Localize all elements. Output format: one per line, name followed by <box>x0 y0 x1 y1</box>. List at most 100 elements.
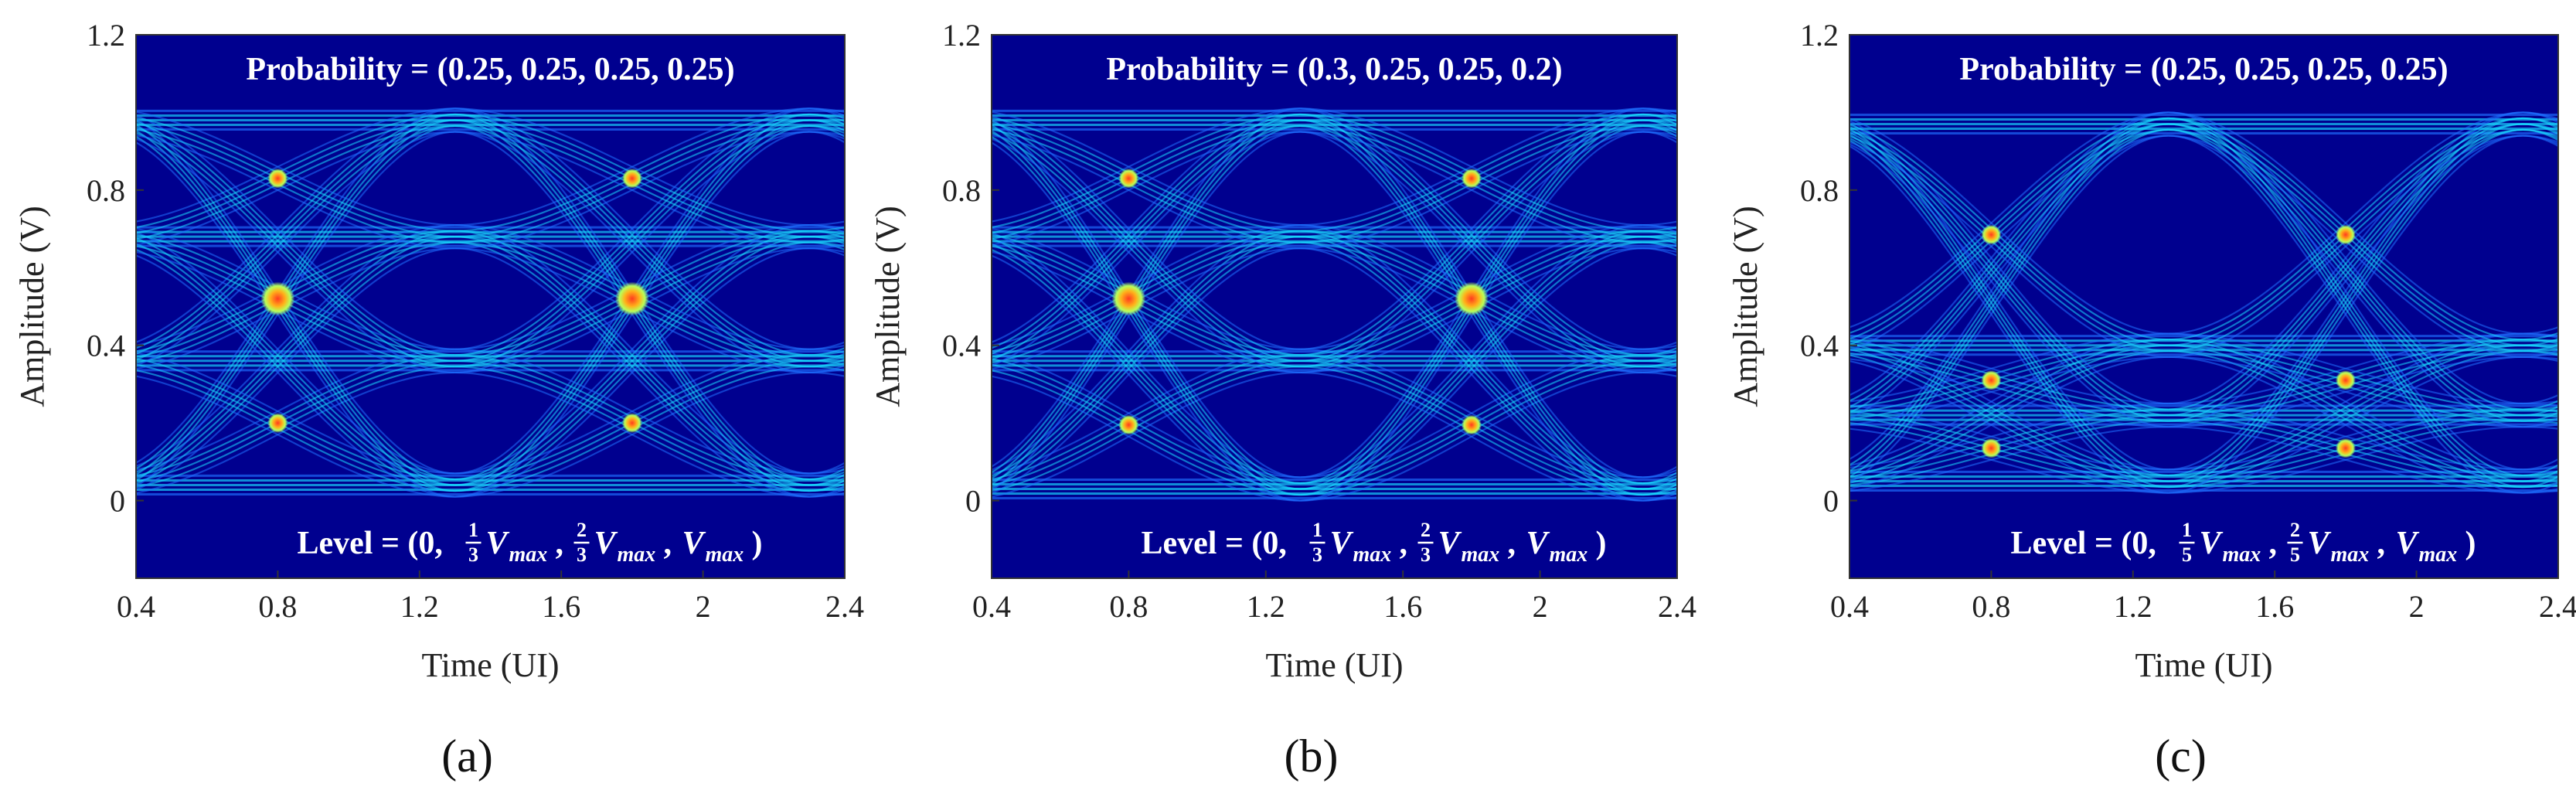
transition-trace <box>2168 426 2523 494</box>
fraction-denominator: 3 <box>468 543 478 566</box>
fraction-numerator: 2 <box>1421 519 1431 541</box>
vmax-subscript: max <box>1550 543 1588 567</box>
transition-trace <box>1849 145 2169 494</box>
transition-trace <box>2168 135 2523 428</box>
level-separator: , <box>2269 526 2278 561</box>
transition-trace <box>454 131 810 373</box>
transition-trace <box>1300 131 1643 373</box>
transition-trace <box>1849 143 2169 428</box>
transition-trace <box>136 134 455 250</box>
crossing-hotspot <box>1118 168 1139 189</box>
crossing-hotspot <box>267 168 288 189</box>
fraction: 23 <box>573 519 590 566</box>
y-tick-label: 0 <box>965 484 981 519</box>
vmax-subscript: max <box>1462 543 1500 567</box>
level-separator: , <box>1508 526 1516 561</box>
x-tick-label: 2.4 <box>2539 589 2576 624</box>
transition-trace <box>2168 356 2523 428</box>
eye-traces <box>1849 111 2558 494</box>
x-axis-label: Time (UI) <box>2135 646 2272 684</box>
transition-trace <box>2168 135 2523 494</box>
y-tick-label: 1.2 <box>942 18 981 53</box>
x-tick-label: 1.6 <box>2255 589 2294 624</box>
transition-trace <box>992 114 1301 350</box>
panel-label: (a) <box>441 731 493 782</box>
x-tick-label: 0.8 <box>1109 589 1148 624</box>
transition-trace <box>454 124 810 368</box>
x-tick-label: 2 <box>2409 589 2425 624</box>
y-tick-label: 1.2 <box>1800 18 1839 53</box>
fraction-numerator: 1 <box>1312 519 1322 541</box>
transition-trace <box>1849 121 2169 471</box>
level-prefix: Level = (0, <box>298 526 443 561</box>
x-tick-label: 2 <box>1533 589 1548 624</box>
x-tick-label: 0.8 <box>1972 589 2010 624</box>
level-prefix: Level = (0, <box>2011 526 2156 561</box>
plot-frame <box>135 34 846 579</box>
vmax-subscript: max <box>706 543 744 567</box>
x-tick-label: 1.6 <box>1383 589 1422 624</box>
vmax-symbol: V <box>486 526 510 561</box>
y-axis-label: Amplitude (V) <box>13 206 51 407</box>
crossing-hotspot <box>621 413 642 434</box>
crossing-hotspot <box>1981 438 2002 458</box>
transition-trace <box>136 138 455 373</box>
crossing-hotspot <box>267 413 288 434</box>
crossing-hotspot <box>621 168 642 189</box>
transition-trace <box>1849 133 2169 482</box>
transition-trace <box>1300 107 1643 350</box>
x-axis-label: Time (UI) <box>421 646 559 684</box>
eye-traces <box>136 107 845 498</box>
transition-trace <box>1300 124 1643 368</box>
y-tick-label: 0.4 <box>942 329 981 363</box>
transition-trace <box>454 119 810 362</box>
y-tick-label: 0 <box>110 484 125 519</box>
transition-trace <box>136 121 455 356</box>
x-tick-label: 1.2 <box>2114 589 2152 624</box>
y-tick-label: 0.4 <box>87 329 125 363</box>
x-tick-label: 1.2 <box>400 589 439 624</box>
transition-trace <box>454 131 810 250</box>
transition-trace <box>136 126 455 362</box>
eye-diagram-panel-1: Probability = (0.25, 0.25, 0.25, 0.25) Le… <box>13 18 864 782</box>
fraction: 23 <box>1417 519 1434 566</box>
transition-trace <box>1849 354 2169 489</box>
y-axis-label: Amplitude (V) <box>869 206 907 407</box>
crossing-hotspot <box>2335 224 2356 245</box>
fraction-denominator: 3 <box>1312 543 1322 566</box>
vmax-symbol: V <box>2200 526 2224 561</box>
level-separator: , <box>1400 526 1408 561</box>
y-tick-label: 0.8 <box>1800 173 1839 208</box>
crossing-hotspot <box>1461 414 1482 435</box>
y-axis-label: Amplitude (V) <box>1727 206 1764 407</box>
vmax-subscript: max <box>2223 543 2261 567</box>
transition-trace <box>992 375 1301 502</box>
transition-trace <box>2168 111 2523 471</box>
transition-trace <box>136 254 455 498</box>
fraction-denominator: 3 <box>577 543 587 566</box>
transition-trace <box>992 254 1301 502</box>
transition-trace <box>992 132 1301 368</box>
x-axis-label: Time (UI) <box>1265 646 1403 684</box>
x-tick-label: 2.4 <box>825 589 864 624</box>
x-tick-label: 0.4 <box>972 589 1011 624</box>
transition-trace <box>454 371 810 498</box>
plot-frame <box>1849 34 2559 579</box>
x-tick-label: 2 <box>696 589 711 624</box>
y-tick-label: 0.8 <box>87 173 125 208</box>
fraction: 13 <box>465 519 482 566</box>
fraction: 13 <box>1309 519 1325 566</box>
level-separator: , <box>556 526 564 561</box>
vmax-subscript: max <box>2419 543 2458 567</box>
level-separator: , <box>664 526 672 561</box>
fraction-denominator: 5 <box>2290 543 2300 566</box>
transition-trace <box>136 111 455 226</box>
fraction: 15 <box>2179 519 2195 566</box>
crossing-hotspot <box>614 281 649 316</box>
x-tick-label: 1.6 <box>542 589 580 624</box>
transition-trace <box>136 114 455 350</box>
y-tick-label: 0.8 <box>942 173 981 208</box>
crossing-hotspot <box>1461 168 1482 189</box>
vmax-symbol: V <box>1438 526 1462 561</box>
crossing-hotspot <box>260 281 295 316</box>
